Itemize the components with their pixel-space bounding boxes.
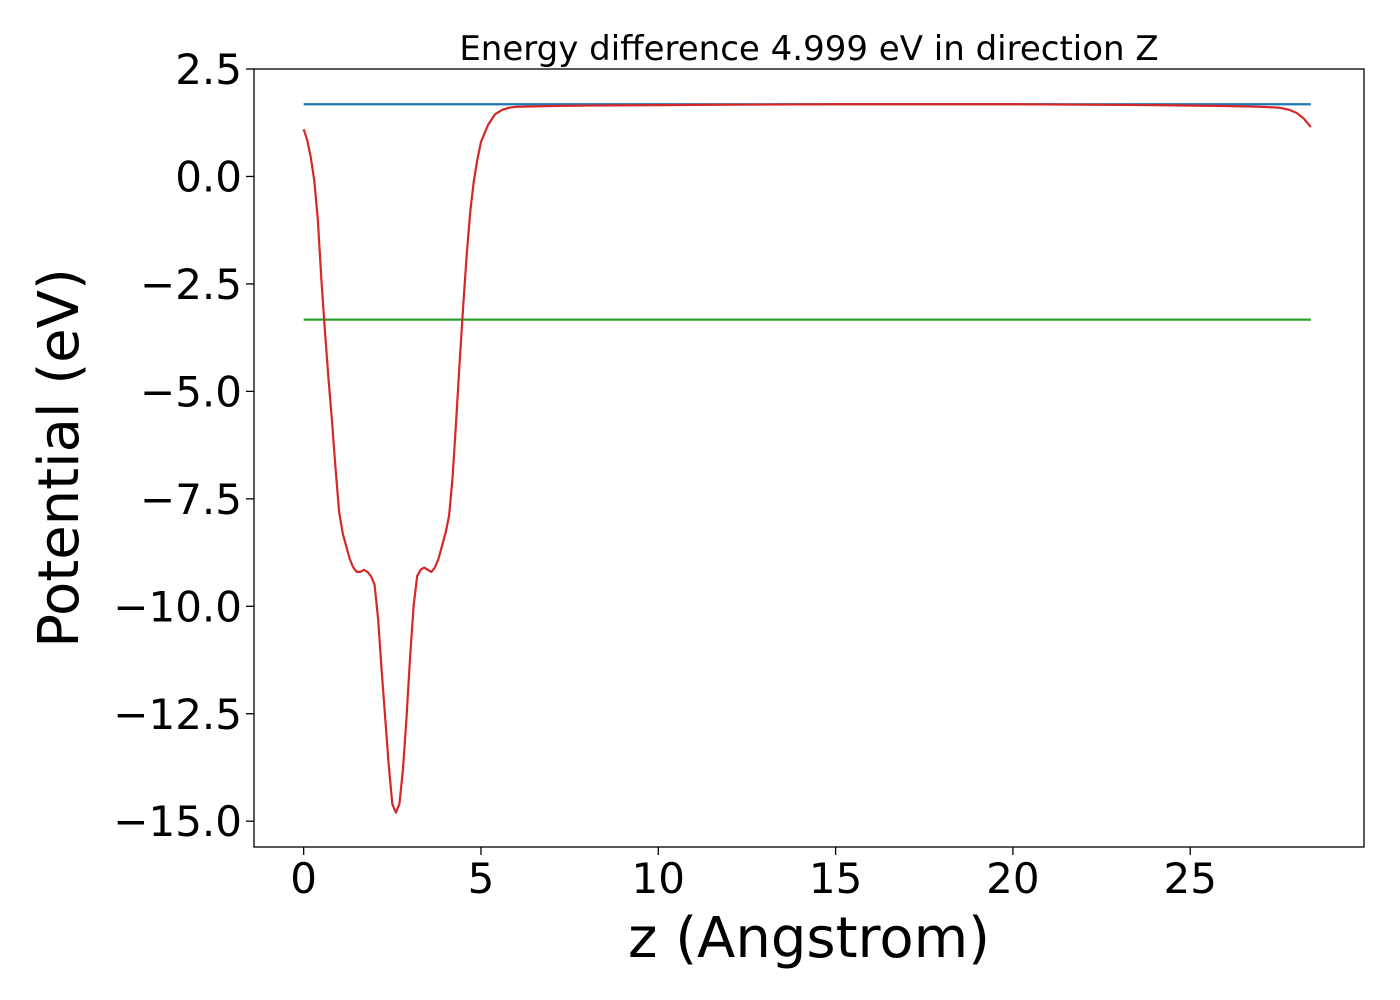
y-axis-label: Potential (eV): [27, 268, 92, 648]
x-tick-label: 5: [468, 854, 495, 903]
plot-area: [302, 103, 1312, 814]
y-tick-label: 2.5: [175, 45, 242, 94]
y-tick-label: −10.0: [113, 582, 242, 631]
x-axis: 0 5 10 15 20 25: [290, 847, 1217, 903]
y-tick-label: −2.5: [140, 260, 242, 309]
x-tick-label: 15: [809, 854, 862, 903]
y-tick-label: −15.0: [113, 797, 242, 846]
x-tick-label: 20: [986, 854, 1039, 903]
y-tick-label: −12.5: [113, 690, 242, 739]
y-tick-label: −7.5: [140, 475, 242, 524]
plot-frame: [253, 68, 1365, 848]
x-tick-label: 25: [1164, 854, 1217, 903]
x-tick-label: 10: [632, 854, 685, 903]
y-tick-label: −5.0: [140, 367, 242, 416]
y-axis: 2.5 0.0 −2.5 −5.0 −7.5 −10.0 −12.5 −15.0: [113, 45, 254, 846]
y-tick-label: 0.0: [175, 152, 242, 201]
chart-title: Energy difference 4.999 eV in direction …: [459, 29, 1158, 69]
x-tick-label: 0: [290, 854, 317, 903]
x-axis-label: z (Angstrom): [628, 906, 990, 971]
series-line-2: [302, 103, 1312, 814]
